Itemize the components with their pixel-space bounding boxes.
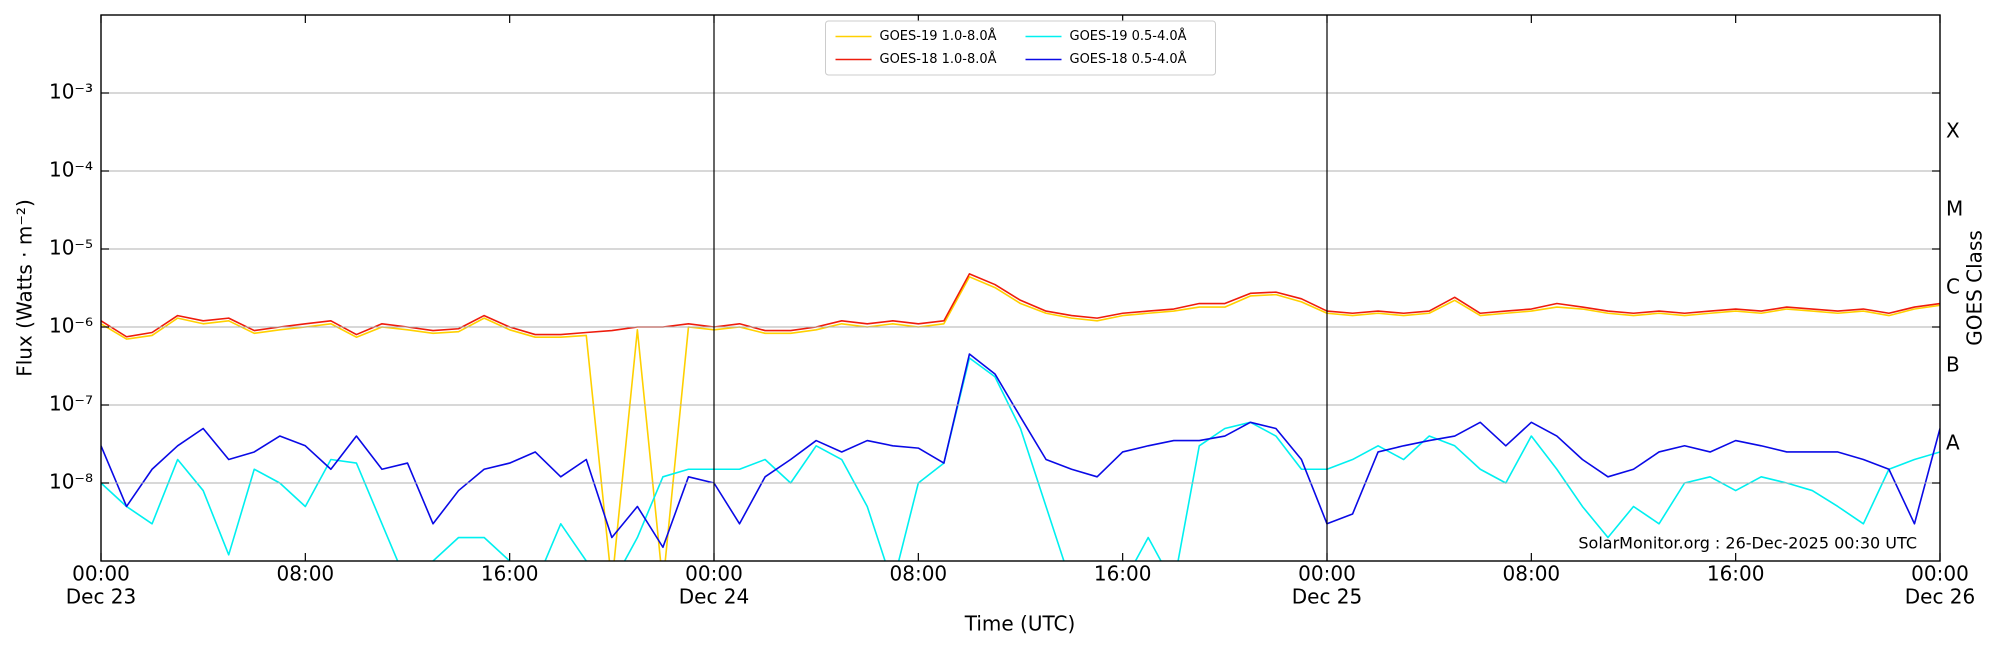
x-tick-date: Dec 24 <box>679 585 750 609</box>
legend-box <box>825 20 1216 76</box>
y-tick-label: 10⁻⁶ <box>49 314 93 338</box>
class-label: B <box>1946 353 1960 377</box>
x-tick-label: 16:00 <box>1707 562 1765 586</box>
legend-label: GOES-19 1.0-8.0Å <box>880 28 997 44</box>
x-tick-label: 16:00 <box>1094 562 1152 586</box>
class-label: A <box>1946 431 1960 455</box>
annotation: SolarMonitor.org : 26-Dec-2025 00:30 UTC <box>1578 534 1917 553</box>
series-line <box>101 353 1940 549</box>
x-tick-label: 00:00 <box>1911 562 1969 586</box>
series-line <box>101 276 1940 561</box>
x-axis-label: Time (UTC) <box>964 612 1076 636</box>
y-tick-label: 10⁻⁸ <box>49 470 93 494</box>
y-tick-label: 10⁻⁵ <box>49 236 93 260</box>
x-tick-label: 08:00 <box>890 562 948 586</box>
y-tick-label: 10⁻⁷ <box>49 392 93 416</box>
plot-frame <box>100 14 1941 562</box>
legend-label: GOES-18 0.5-4.0Å <box>1070 51 1187 67</box>
series-line <box>101 357 1940 561</box>
class-label: C <box>1946 275 1960 299</box>
y2-axis-label: GOES Class <box>1963 230 1987 346</box>
x-tick-label: 00:00 <box>1298 562 1356 586</box>
legend-label: GOES-18 1.0-8.0Å <box>880 51 997 67</box>
x-tick-label: 08:00 <box>1503 562 1561 586</box>
x-tick-date: Dec 25 <box>1292 585 1363 609</box>
x-tick-date: Dec 23 <box>66 585 137 609</box>
y-tick-label: 10⁻⁴ <box>49 158 93 182</box>
x-tick-label: 08:00 <box>277 562 335 586</box>
class-label: M <box>1946 197 1963 221</box>
x-tick-label: 00:00 <box>685 562 743 586</box>
x-tick-label: 00:00 <box>72 562 130 586</box>
y-axis-label: Flux (Watts · m⁻²) <box>13 199 37 377</box>
y-tick-label: 10⁻³ <box>49 80 93 104</box>
legend-label: GOES-19 0.5-4.0Å <box>1070 28 1187 44</box>
x-tick-date: Dec 26 <box>1905 585 1976 609</box>
x-tick-label: 16:00 <box>481 562 539 586</box>
class-label: X <box>1946 119 1960 143</box>
